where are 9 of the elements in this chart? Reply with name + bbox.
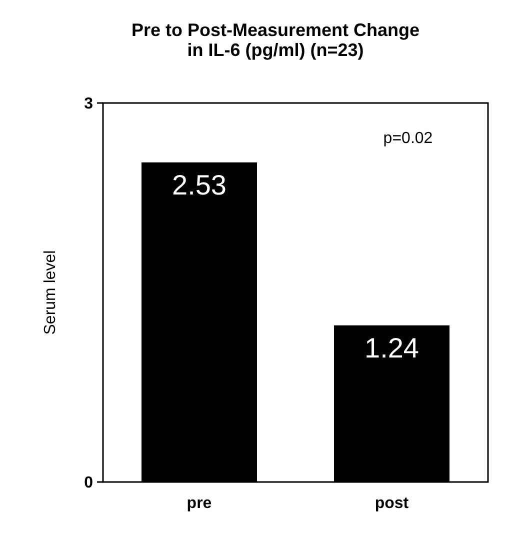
- chart-title: Pre to Post-Measurement Change in IL-6 (pg/ml) (n=23): [131, 20, 420, 60]
- data-label: 1.24: [364, 332, 419, 364]
- y-tick-label: 3: [84, 96, 94, 113]
- data-label: 2.53: [172, 169, 226, 200]
- y-tick-label: 0: [84, 474, 94, 492]
- annotation: p=0.02: [383, 130, 433, 147]
- x-tick-label: pre: [186, 495, 212, 512]
- y-axis-title: Serum level: [42, 250, 59, 335]
- x-tick-label: post: [374, 495, 410, 512]
